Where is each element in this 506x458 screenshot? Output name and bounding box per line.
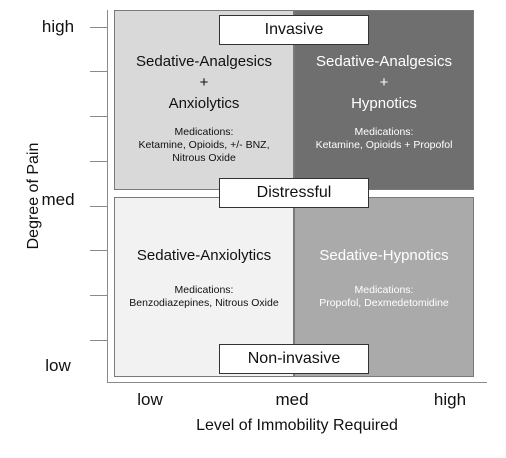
medications-label: Medications: (174, 126, 234, 138)
y-tick (90, 250, 107, 251)
medications-list: Propofol, Dexmedetomidine (319, 297, 449, 309)
x-tick-label-med: med (275, 390, 309, 409)
quadrant-title: Sedative-Anxiolytics (136, 247, 272, 264)
quadrant-title: Sedative-Analgesics + Anxiolytics (136, 53, 272, 112)
y-axis-line (107, 10, 108, 383)
label-invasive: Invasive (219, 15, 369, 45)
medications-label: Medications: (174, 284, 234, 296)
quadrant-title: Sedative-Hypnotics (319, 247, 449, 264)
y-axis-title: Degree of Pain (25, 142, 42, 250)
y-tick-label-med: med (41, 190, 75, 209)
x-axis-title: Level of Immobility Required (196, 417, 398, 434)
y-tick (90, 27, 107, 28)
label-non-invasive: Non-invasive (219, 344, 369, 374)
x-tick-label-low: low (137, 390, 163, 409)
quadrant-title: Sedative-Analgesics + Hypnotics (316, 53, 452, 112)
medications-label: Medications: (354, 126, 414, 138)
x-axis-line (107, 382, 487, 383)
medications-list: Ketamine, Opioids + Propofol (315, 139, 453, 151)
y-tick-label-high: high (41, 17, 75, 36)
y-tick (90, 116, 107, 117)
medications-label: Medications: (354, 284, 414, 296)
medications-list: Ketamine, Opioids, +/- BNZ, Nitrous Oxid… (138, 139, 270, 164)
y-tick-label-low: low (45, 356, 71, 375)
y-tick (90, 206, 107, 207)
y-tick (90, 340, 107, 341)
label-distressful: Distressful (219, 178, 369, 208)
y-tick (90, 161, 107, 162)
x-tick-label-high: high (433, 390, 467, 409)
y-tick (90, 295, 107, 296)
y-tick (90, 71, 107, 72)
medications-list: Benzodiazepines, Nitrous Oxide (129, 297, 279, 309)
